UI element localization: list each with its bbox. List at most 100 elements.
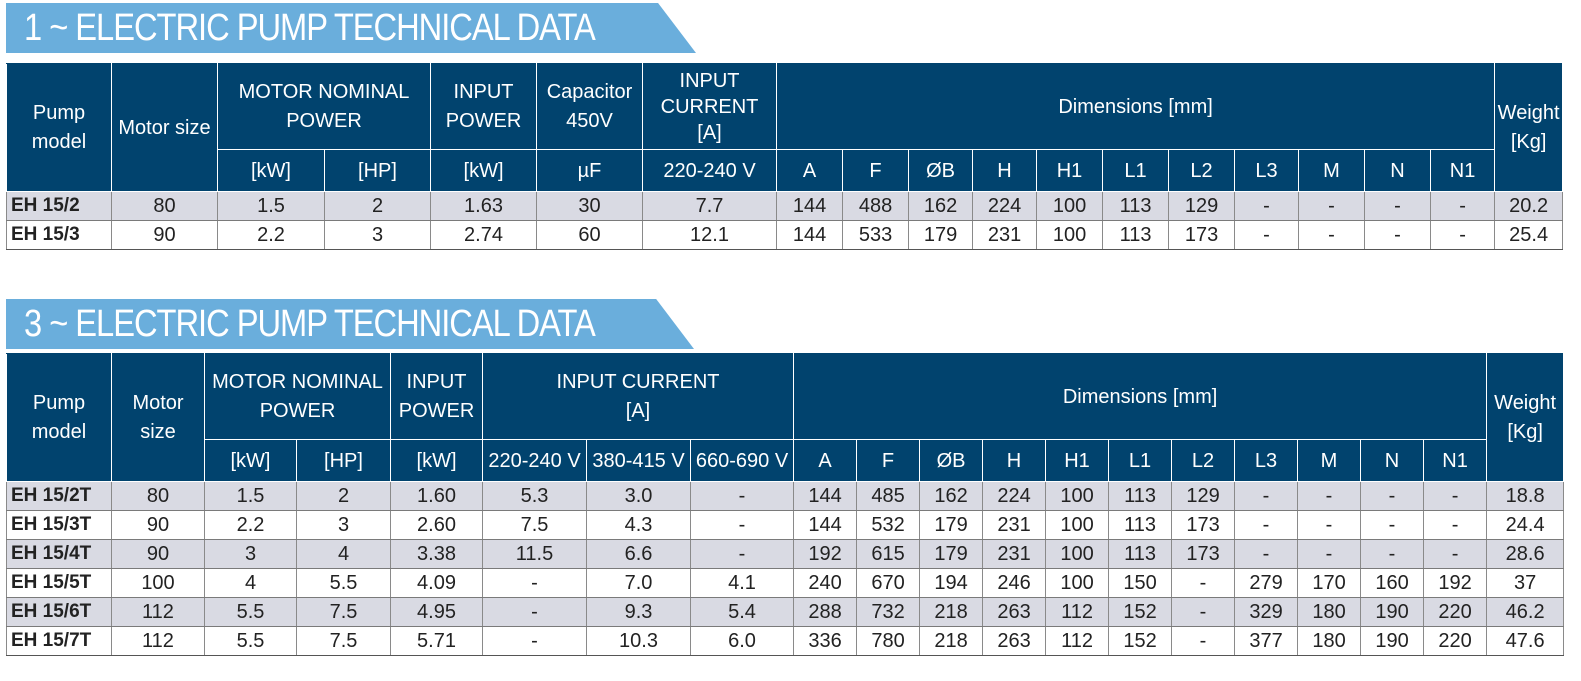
header-weight-line1: Weight (1497, 101, 1560, 124)
table-cell: - (1298, 220, 1366, 250)
header-pump-model: Pump model (6, 353, 112, 482)
table-cell: 4.1 (690, 568, 795, 598)
table-cell: 100 (111, 568, 205, 598)
table-cell: 180 (1297, 597, 1362, 627)
table-cell: - (1360, 510, 1425, 540)
table-cell: - (1430, 220, 1496, 250)
subheader-cell: M (1297, 439, 1362, 482)
table-cell: 670 (856, 568, 921, 598)
table-cell: 279 (1234, 568, 1299, 598)
table-cell: - (1364, 191, 1432, 221)
header-motor-power-line1: MOTOR NOMINAL (212, 370, 383, 393)
header-dimensions: Dimensions [mm] (793, 353, 1488, 440)
table-cell: 224 (982, 481, 1047, 511)
pump-model-cell: EH 15/2T (6, 481, 112, 511)
header-input-power-line1: INPUT (406, 370, 467, 393)
table-cell: 220 (1423, 597, 1488, 627)
table-cell: - (1360, 481, 1425, 511)
table-cell: 113 (1102, 220, 1170, 250)
table-cell: 129 (1168, 191, 1236, 221)
table-cell: 60 (536, 220, 644, 250)
table-row: EH 15/4T 90 3 4 3.38 11.5 6.6-192 615 179 231 100 1… (6, 539, 1565, 569)
table-cell: 11.5 (482, 539, 588, 569)
table-cell: - (1364, 220, 1432, 250)
header-motor-size-line2: size (140, 420, 176, 443)
pump-model-cell: EH 15/7T (6, 626, 112, 656)
subheader-cell: 380-415 V (586, 439, 692, 482)
table-cell: 28.6 (1486, 539, 1565, 569)
table-cell: 231 (982, 539, 1047, 569)
table-cell: - (1234, 539, 1299, 569)
table-cell: 144 (776, 220, 844, 250)
table-cell: 3 (295, 510, 392, 540)
subheader-cell: 220-240 V (482, 439, 588, 482)
technical-data-table: Pump model Motor size MOTOR NOMINAL POWER … (6, 63, 1564, 250)
table-cell: 179 (919, 510, 984, 540)
three-phase-section: 3 ~ ELECTRIC PUMP TECHNICAL DATA Pump mod… (0, 296, 1581, 656)
table-cell: 2.74 (430, 220, 538, 250)
table-cell: - (690, 510, 795, 540)
header-input-power: INPUT POWER (430, 63, 538, 150)
header-input-current: INPUT CURRENT [A] (642, 63, 778, 150)
subheader-cell: H (972, 149, 1038, 192)
table-cell: 336 (793, 626, 858, 656)
table-cell: 2.2 (204, 510, 297, 540)
subheader-cell: 660-690 V (690, 439, 795, 482)
subheader-cell: M (1298, 149, 1366, 192)
table-cell: 18.8 (1486, 481, 1565, 511)
table-cell: 112 (111, 626, 205, 656)
table-cell: 12.1 (642, 220, 778, 250)
subheader-cell: 220-240 V (642, 149, 778, 192)
table-cell: 100 (1045, 568, 1110, 598)
table-cell: 4.09 (390, 568, 484, 598)
table-row: EH 15/3 90 2.2 3 2.74 60 12.1 144 533 179 231 100 11… (6, 220, 1564, 250)
table-cell: 7.0 (586, 568, 692, 598)
table-cell: 80 (111, 481, 205, 511)
section-title: 1 ~ ELECTRIC PUMP TECHNICAL DATA (24, 7, 596, 49)
pump-model-cell: EH 15/2 (6, 191, 112, 221)
table-cell: 7.5 (295, 597, 392, 627)
table-cell: - (1171, 626, 1236, 656)
header-input-power-line1: INPUT (453, 80, 514, 103)
subheader-cell: [kW] (217, 149, 325, 192)
table-cell: 231 (972, 220, 1038, 250)
table-cell: - (1234, 510, 1299, 540)
table-cell: 329 (1234, 597, 1299, 627)
header-motor-size-line1: Motor (132, 391, 184, 414)
table-cell: - (1171, 597, 1236, 627)
subheader-cell: H (982, 439, 1047, 482)
table-cell: 7.5 (482, 510, 588, 540)
table-cell: 112 (1045, 597, 1110, 627)
table-cell: 144 (793, 481, 858, 511)
table-cell: 5.3 (482, 481, 588, 511)
header-input-current-line1: INPUT (679, 69, 740, 92)
table-cell: - (1430, 191, 1496, 221)
table-cell: 5.5 (204, 626, 297, 656)
table-cell: 47.6 (1486, 626, 1565, 656)
table-cell: 1.63 (430, 191, 538, 221)
table-cell: 2.60 (390, 510, 484, 540)
table-cell: 160 (1360, 568, 1425, 598)
table-cell: - (690, 539, 795, 569)
table-cell: 3 (204, 539, 297, 569)
table-cell: 100 (1045, 510, 1110, 540)
section-banner: 3 ~ ELECTRIC PUMP TECHNICAL DATA (0, 296, 700, 349)
table-cell: - (482, 597, 588, 627)
table-cell: 7.7 (642, 191, 778, 221)
subheader-cell: L1 (1102, 149, 1170, 192)
table-cell: - (1234, 220, 1300, 250)
header-input-current: INPUT CURRENT [A] (482, 353, 795, 440)
subheader-cell: F (856, 439, 921, 482)
table-cell: - (690, 481, 795, 511)
subheader-cell: N (1364, 149, 1432, 192)
header-motor-size: Motor size (111, 63, 218, 192)
table-cell: 240 (793, 568, 858, 598)
header-weight-line2: [Kg] (1507, 420, 1543, 443)
table-cell: 263 (982, 597, 1047, 627)
table-cell: 1.60 (390, 481, 484, 511)
header-motor-size: Motor size (111, 353, 205, 482)
subheader-cell: µF (536, 149, 644, 192)
header-motor-power: MOTOR NOMINAL POWER (216, 63, 432, 150)
header-motor-power-line2: POWER (259, 399, 336, 422)
table-cell: 485 (856, 481, 921, 511)
